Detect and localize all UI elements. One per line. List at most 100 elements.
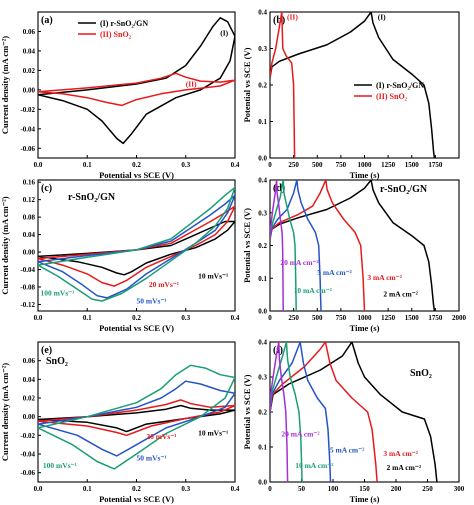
in-plot-title: SnO₂ (410, 368, 432, 379)
x-tick-label: 1750 (428, 161, 443, 169)
series-line-3 (270, 342, 303, 482)
y-tick-label: -0.12 (20, 301, 35, 309)
x-tick-label: 0.3 (181, 161, 190, 169)
y-tick-label: 0.2 (258, 82, 267, 90)
x-tick-label: 0 (268, 161, 272, 169)
panel-c: 0.0 0.1 0.2 0.3 0.4 -0.12 -0.08 -0.04 0.00 0.04 0.… (0, 179, 240, 333)
annotation-label: 10 mA cm⁻² (294, 286, 333, 295)
y-tick-label: 0.0 (258, 479, 267, 487)
in-plot-title: r-SnO₂/GN (380, 184, 428, 195)
y-tick-label: 0.4 (258, 9, 267, 17)
legend-entry: (II) SnO₂ (100, 30, 132, 39)
series-line-3 (270, 180, 297, 311)
x-tick-label: 0.1 (83, 485, 92, 493)
annotation-label: 50 mVs⁻¹ (137, 297, 167, 306)
x-tick-label: 0 (268, 314, 272, 322)
x-axis-label: Potential vs SCE (V) (99, 494, 174, 504)
annotation-label: 2 mA cm⁻² (383, 289, 418, 298)
annotation-label: 3 mA cm⁻² (367, 273, 402, 282)
x-tick-label: 0.3 (181, 314, 190, 322)
series-line-1 (38, 205, 235, 287)
series-line-0 (270, 12, 436, 158)
series-line-1 (38, 399, 235, 437)
x-tick-label: 0.1 (83, 161, 92, 169)
annotation-label: 3 mA cm⁻² (383, 449, 418, 458)
x-tick-label: 100 (328, 485, 339, 493)
panel-a: 0.0 0.1 0.2 0.3 0.4 -0.06 -0.04 -0.02 0.00 0.02 0.… (0, 11, 240, 180)
legend-entry: (II) SnO₂ (376, 92, 408, 101)
series-line-1 (38, 72, 235, 107)
y-tick-label: 0.02 (23, 395, 36, 403)
panel-label: (b) (273, 15, 285, 26)
y-tick-label: -0.02 (20, 432, 35, 440)
x-tick-label: 500 (312, 161, 323, 169)
y-axis-label: Potential vs SCE (V) (242, 374, 252, 449)
x-tick-label: 250 (288, 314, 299, 322)
x-tick-label: 0.2 (132, 161, 141, 169)
y-tick-label: -0.04 (20, 266, 35, 274)
y-axis-label: Current density (mA cm⁻²) (0, 363, 10, 461)
x-tick-label: 200 (391, 485, 402, 493)
y-tick-label: 0.12 (23, 196, 36, 204)
x-tick-label: 0.2 (132, 485, 141, 493)
series-line-4 (270, 342, 289, 482)
y-tick-label: 0.2 (258, 409, 267, 417)
x-tick-label: 0.0 (34, 314, 43, 322)
x-tick-label: 250 (288, 161, 299, 169)
annotation-label: 10 mVs⁻¹ (198, 271, 228, 280)
y-axis-label: Current density (mA cm⁻²) (0, 196, 10, 294)
x-axis-label: Time (s) (350, 170, 380, 180)
annotation-label: (II) (287, 12, 298, 21)
y-tick-label: -0.02 (20, 106, 35, 114)
x-tick-label: 750 (336, 161, 347, 169)
annotation-label: 20 mA cm⁻² (280, 258, 319, 267)
panel-b: 0 250 500 750 1000 1250 1500 1750 0.0 0.1 0.2 0.3 0.… (242, 9, 460, 180)
x-tick-label: 1500 (405, 314, 420, 322)
in-plot-title: r-SnO₂/GN (68, 192, 116, 203)
x-axis-label: Time (s) (350, 323, 380, 333)
series-line-4 (270, 180, 284, 311)
y-tick-label: 0.0 (258, 308, 267, 316)
series-line-2 (270, 180, 322, 311)
series-line-2 (38, 380, 235, 457)
y-tick-label: -0.04 (20, 451, 35, 459)
y-tick-label: 0.00 (23, 249, 36, 257)
y-tick-label: 0.08 (23, 214, 36, 222)
x-tick-label: 0.0 (34, 161, 43, 169)
series-line-1 (270, 180, 366, 311)
y-tick-label: 0.4 (258, 339, 267, 347)
y-tick-label: 0.00 (23, 413, 36, 421)
annotation-label: (I) (378, 12, 386, 21)
x-axis-label: Time (s) (350, 494, 380, 504)
x-tick-label: 0.4 (231, 314, 240, 322)
y-tick-label: 0.2 (258, 242, 267, 250)
series-line-1 (270, 12, 296, 158)
series-line-0 (38, 17, 235, 145)
x-tick-label: 1750 (428, 314, 443, 322)
series-line-0 (270, 180, 436, 311)
x-tick-label: 750 (336, 314, 347, 322)
in-plot-title: SnO₂ (46, 356, 68, 367)
annotation-label: 10 mVs⁻¹ (198, 428, 228, 437)
x-tick-label: 1500 (405, 161, 420, 169)
y-axis-label: Current density (mA cm⁻²) (0, 36, 10, 134)
panel-d: 0 250 500 750 1000 1250 1500 1750 2000 0.0 0.1 0.2 0… (242, 177, 467, 334)
legend-entry: (I) r-SnO₂/GN (376, 81, 424, 90)
y-tick-label: -0.06 (20, 469, 35, 477)
panel-f: 0 50 100 150 200 250 300 0.0 0.1 0.2 0.3 0.4 Time (s… (242, 339, 465, 505)
annotation-label: 20 mA cm⁻² (281, 430, 320, 439)
x-tick-label: 0.4 (231, 485, 240, 493)
series-line-2 (270, 342, 332, 482)
series-line-0 (38, 220, 235, 276)
panel-label: (c) (41, 183, 52, 194)
x-tick-label: 0.1 (83, 314, 92, 322)
annotation-label: 5 mA cm⁻² (330, 445, 365, 454)
y-tick-label: 0.04 (23, 376, 36, 384)
x-tick-label: 300 (454, 485, 465, 493)
x-tick-label: 250 (422, 485, 433, 493)
x-tick-label: 1000 (358, 161, 373, 169)
series-line-3 (38, 364, 235, 470)
y-tick-label: 0.06 (23, 357, 36, 365)
panel-label: (d) (273, 183, 285, 194)
